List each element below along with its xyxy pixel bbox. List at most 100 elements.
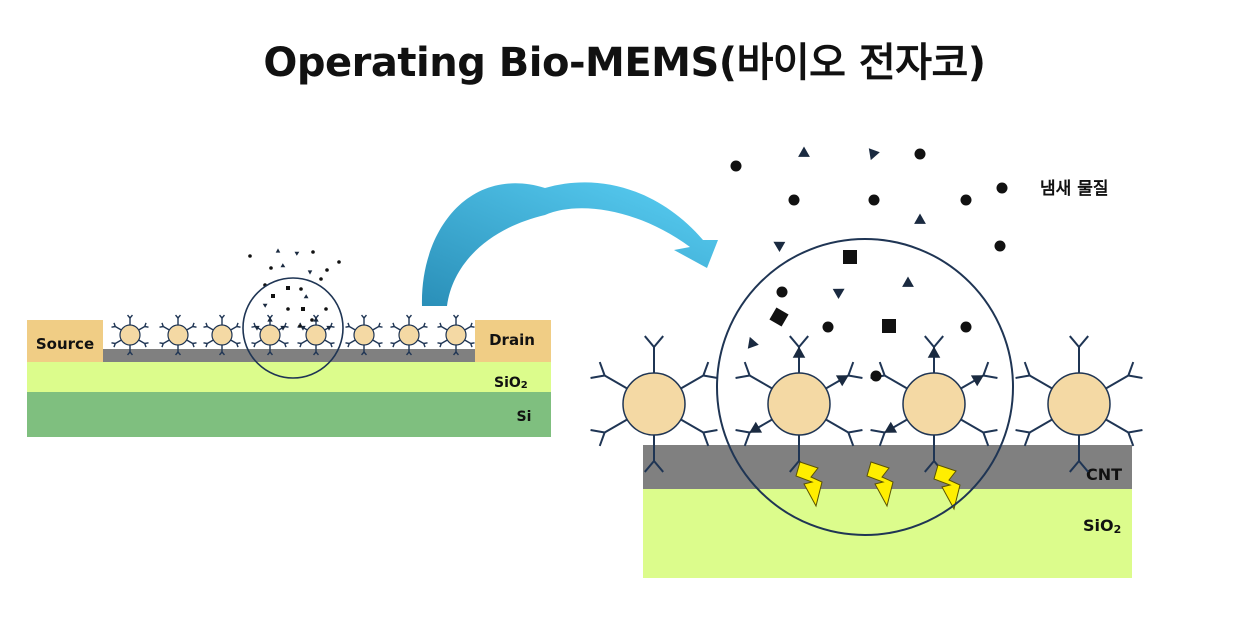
odor-dot — [960, 194, 972, 206]
receptor-branch — [423, 325, 428, 328]
odor-particles — [730, 146, 1008, 382]
receptor-branch — [452, 351, 457, 356]
receptor-arm — [162, 325, 170, 331]
receptor-branch — [878, 432, 886, 447]
receptor-branch — [1128, 374, 1143, 379]
odor-dot — [299, 287, 303, 291]
receptor-arm — [680, 374, 704, 390]
receptor — [590, 335, 718, 473]
receptor-branch — [144, 325, 149, 328]
receptor — [345, 314, 383, 356]
receptor-branch — [789, 460, 800, 473]
receptor-arm — [1029, 374, 1053, 390]
receptor-branch — [598, 361, 606, 376]
receptor-branch — [390, 342, 395, 345]
receptor-branch — [983, 429, 998, 434]
receptor-arm — [464, 325, 472, 331]
receptor-branch — [1069, 460, 1080, 473]
receptor-branch — [590, 374, 605, 379]
receptor-branch — [312, 351, 317, 356]
receptor-branch — [598, 432, 606, 447]
page-title: Operating Bio-MEMS(바이오 전자코) — [263, 40, 986, 86]
receptor-arm — [186, 325, 194, 331]
receptor-body — [259, 324, 281, 346]
receptor-branch — [702, 361, 710, 376]
lightning-bolt-icon — [866, 461, 894, 508]
receptor-arm — [749, 374, 773, 390]
odor-triangle — [280, 263, 286, 268]
odor-dot — [868, 194, 880, 206]
receptor-body — [622, 372, 686, 436]
receptor-arm — [604, 418, 628, 434]
receptor-branch — [644, 460, 655, 473]
odor-triangle — [303, 294, 309, 299]
receptor-branch — [848, 429, 863, 434]
receptor-arm — [324, 339, 332, 345]
receptor-body — [305, 324, 327, 346]
receptor-arm — [440, 339, 448, 345]
receptor-branch — [439, 322, 442, 327]
receptor-arm — [825, 418, 849, 434]
receptor-arm — [393, 339, 401, 345]
odor-triangle — [832, 288, 845, 299]
odor-dot — [960, 321, 972, 333]
receptor-body — [398, 324, 420, 346]
receptor-branch — [590, 429, 605, 434]
bound-odor-molecule — [254, 325, 260, 331]
odor-square — [769, 307, 789, 327]
receptor-branch — [266, 351, 271, 356]
receptor-branch — [702, 432, 710, 447]
receptor-arm — [300, 339, 308, 345]
receptor-arm — [604, 374, 628, 390]
receptor — [735, 335, 863, 473]
receptor-branch — [455, 314, 460, 319]
receptor-branch — [870, 429, 885, 434]
receptor-branch — [933, 335, 944, 348]
receptor-branch — [205, 322, 208, 327]
small-zoom-circle — [242, 277, 344, 379]
receptor-branch — [253, 322, 256, 327]
source-label: Source — [36, 335, 94, 353]
receptor-branch — [203, 342, 208, 345]
si-label: Si — [517, 409, 532, 425]
receptor-arm — [1105, 374, 1129, 390]
sio2-layer — [27, 362, 551, 392]
lightning-bolt-icon — [795, 461, 823, 508]
receptor-branch — [221, 314, 226, 319]
odor-triangle — [902, 276, 914, 287]
odor-dot — [286, 307, 290, 311]
receptor-branch — [218, 351, 223, 356]
receptor — [1015, 335, 1143, 473]
receptor-arm — [440, 325, 448, 331]
receptor-branch — [297, 342, 302, 345]
receptor-branch — [743, 361, 751, 376]
receptor-branch — [735, 429, 750, 434]
odor-dot — [248, 254, 252, 258]
receptor-branch — [236, 325, 241, 328]
receptor-branch — [192, 325, 197, 328]
receptor-branch — [347, 322, 350, 327]
bound-odor-molecule — [267, 316, 273, 322]
bound-odor-molecule — [300, 325, 306, 331]
receptor-branch — [798, 335, 809, 348]
receptor-branch — [735, 374, 750, 379]
receptor-branch — [703, 374, 718, 379]
receptor-branch — [129, 314, 134, 319]
receptor-arm — [372, 339, 380, 345]
receptor-arm — [393, 325, 401, 331]
receptor-branch — [174, 351, 179, 356]
receptor — [251, 314, 289, 356]
receptor-arm — [1029, 418, 1053, 434]
source-electrode — [27, 320, 103, 362]
receptor-branch — [192, 343, 195, 348]
receptor-branch — [789, 335, 800, 348]
receptor-branch — [982, 432, 990, 447]
receptor-arm — [138, 325, 146, 331]
lightning-bolt-icon — [933, 464, 961, 511]
receptor-arm — [206, 325, 214, 331]
receptor-branch — [1127, 361, 1135, 376]
si-layer — [27, 392, 551, 437]
receptor-branch — [408, 314, 413, 319]
receptor-arm — [1105, 418, 1129, 434]
receptor-branch — [345, 342, 350, 345]
